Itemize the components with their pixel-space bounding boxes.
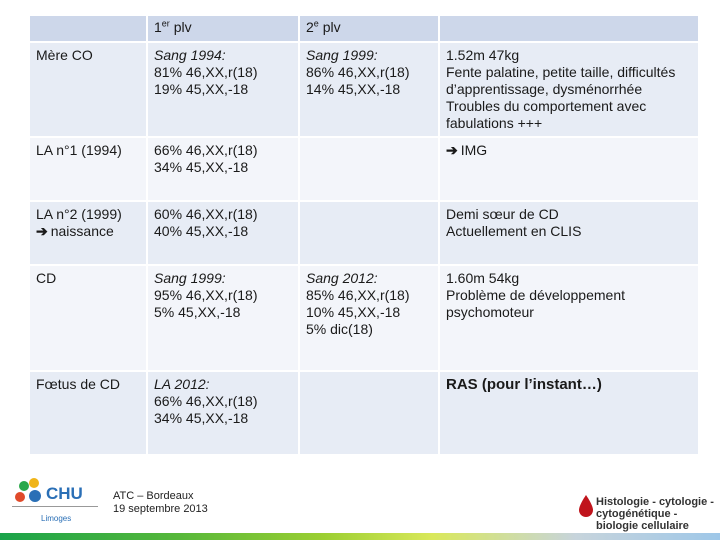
genetics-table: 1er plv 2e plv Mère CO Sang 1994: 81% 46,…: [28, 14, 700, 456]
table-row: CD Sang 1999: 95% 46,XX,r(18) 5% 45,XX,-18…: [28, 264, 700, 372]
row-label: Fœtus de CD: [28, 370, 148, 456]
second-sample-cell: [298, 200, 440, 266]
first-sample-cell: 60% 46,XX,r(18) 40% 45,XX,-18: [146, 200, 300, 266]
table-row: Fœtus de CD LA 2012: 66% 46,XX,r(18) 34% 4…: [28, 370, 700, 456]
table-row: Mère CO Sang 1994: 81% 46,XX,r(18) 19% 45,…: [28, 41, 700, 138]
first-sample-cell: Sang 1999: 95% 46,XX,r(18) 5% 45,XX,-18: [146, 264, 300, 372]
row-label: CD: [28, 264, 148, 372]
first-sample-cell: LA 2012: 66% 46,XX,r(18) 34% 45,XX,-18: [146, 370, 300, 456]
notes-cell: Demi sœur de CD Actuellement en CLIS: [438, 200, 700, 266]
blood-drop-icon: [579, 495, 593, 517]
row-label: LA n°2 (1999) ➔ naissance: [28, 200, 148, 266]
second-sample-cell: Sang 1999: 86% 46,XX,r(18) 14% 45,XX,-18: [298, 41, 440, 138]
footer-event: ATC – Bordeaux 19 septembre 2013: [113, 490, 208, 515]
notes-cell: 1.60m 54kg Problème de développement psyc…: [438, 264, 700, 372]
svg-text:CHU: CHU: [46, 484, 83, 503]
table-header-row: 1er plv 2e plv: [28, 14, 700, 43]
header-first-sample: 1er plv: [146, 14, 300, 43]
notes-cell: RAS (pour l’instant…): [438, 370, 700, 456]
second-sample-cell: [298, 370, 440, 456]
second-sample-cell: [298, 136, 440, 202]
header-empty: [28, 14, 148, 43]
header-notes: [438, 14, 700, 43]
second-sample-cell: Sang 2012: 85% 46,XX,r(18) 10% 45,XX,-18 5%…: [298, 264, 440, 372]
first-sample-cell: Sang 1994: 81% 46,XX,r(18) 19% 45,XX,-18: [146, 41, 300, 138]
svg-text:Limoges: Limoges: [41, 514, 71, 523]
header-second-sample: 2e plv: [298, 14, 440, 43]
notes-cell: 1.52m 47kg Fente palatine, petite taille,…: [438, 41, 700, 138]
row-label: LA n°1 (1994): [28, 136, 148, 202]
right-arrow-icon: ➔: [446, 142, 458, 158]
row-label: Mère CO: [28, 41, 148, 138]
footer-color-stripe: [0, 533, 720, 540]
right-arrow-icon: ➔: [36, 223, 48, 239]
table-row: LA n°1 (1994) 66% 46,XX,r(18) 34% 45,XX,-…: [28, 136, 700, 202]
table-row: LA n°2 (1999) ➔ naissance 60% 46,XX,r(18)…: [28, 200, 700, 266]
first-sample-cell: 66% 46,XX,r(18) 34% 45,XX,-18: [146, 136, 300, 202]
department-label: Histologie - cytologie - cytogénétique -…: [596, 496, 714, 532]
notes-cell: ➔ IMG: [438, 136, 700, 202]
chu-limoges-logo: CHU Limoges: [8, 474, 106, 526]
